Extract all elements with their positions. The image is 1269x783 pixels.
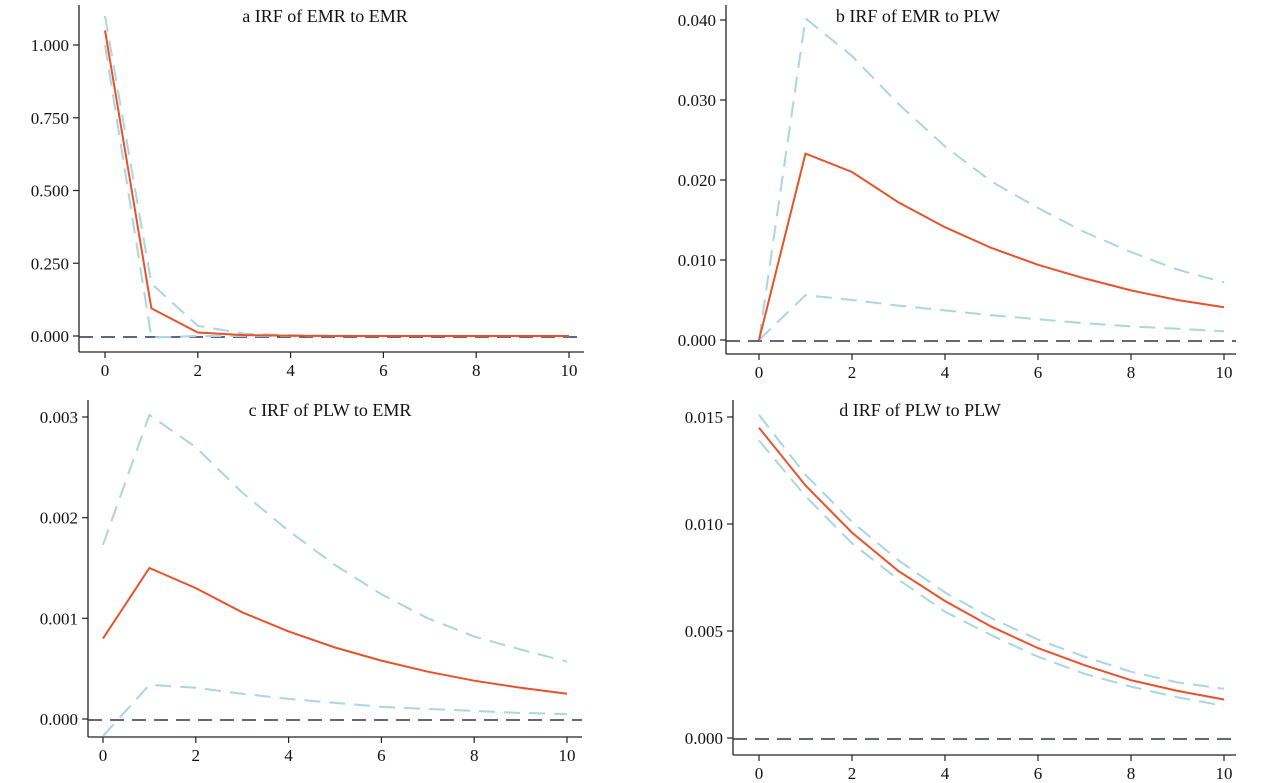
x-tick-label: 10 xyxy=(561,361,578,380)
x-tick-label: 4 xyxy=(941,764,950,783)
x-tick-label: 0 xyxy=(755,363,764,382)
y-tick-label: 0.000 xyxy=(685,729,723,748)
x-tick-label: 4 xyxy=(941,363,950,382)
x-tick-label: 0 xyxy=(755,764,764,783)
panel-title: c IRF of PLW to EMR xyxy=(249,400,412,420)
panel-a: 0.000 0.250 0.500 0.750 1.000 0 2 4 6 8 10 a IRF of… xyxy=(31,5,584,380)
x-tick-label: 8 xyxy=(470,746,479,765)
irf-line xyxy=(104,30,569,337)
ci-lower-line xyxy=(104,44,569,339)
x-tick-label: 0 xyxy=(99,746,108,765)
x-tick-label: 8 xyxy=(1127,363,1136,382)
y-tick-label: 0.000 xyxy=(40,710,78,729)
y-tick-label: 0.002 xyxy=(40,509,78,528)
ci-upper-line xyxy=(104,15,569,337)
x-tick-label: 6 xyxy=(379,361,388,380)
y-tick-label: 0.040 xyxy=(678,11,716,30)
x-tick-label: 8 xyxy=(472,361,481,380)
ci-lower-line xyxy=(102,683,568,737)
y-tick-label: 0.010 xyxy=(685,515,723,534)
ci-upper-line xyxy=(758,16,1225,341)
ci-lower-line xyxy=(758,294,1225,341)
y-tick-label: 0.030 xyxy=(678,91,716,110)
y-tick-label: 0.003 xyxy=(40,408,78,427)
irf-line xyxy=(758,427,1225,701)
x-tick-label: 2 xyxy=(848,764,857,783)
x-tick-label: 2 xyxy=(194,361,203,380)
x-tick-label: 6 xyxy=(377,746,386,765)
panel-title: b IRF of EMR to PLW xyxy=(836,6,1000,26)
x-tick-label: 2 xyxy=(848,363,857,382)
irf-line xyxy=(758,152,1225,341)
x-tick-label: 6 xyxy=(1034,363,1043,382)
ci-lower-line xyxy=(758,439,1225,707)
x-tick-label: 4 xyxy=(286,361,295,380)
x-tick-label: 6 xyxy=(1034,764,1043,783)
ci-upper-line xyxy=(758,414,1225,690)
x-tick-label: 10 xyxy=(1216,764,1233,783)
x-tick-label: 10 xyxy=(1216,363,1233,382)
panel-title: d IRF of PLW to PLW xyxy=(839,400,1001,420)
ci-upper-line xyxy=(102,413,568,663)
y-tick-label: 0.015 xyxy=(685,408,723,427)
y-tick-label: 0.500 xyxy=(31,182,69,201)
panel-c: 0.000 0.001 0.002 0.003 0 2 4 6 8 10 c IRF of PLW … xyxy=(40,400,582,765)
y-tick-label: 0.020 xyxy=(678,171,716,190)
x-tick-label: 4 xyxy=(284,746,293,765)
y-tick-label: 0.005 xyxy=(685,622,723,641)
y-tick-label: 0.000 xyxy=(31,327,69,346)
y-tick-label: 0.001 xyxy=(40,609,78,628)
y-tick-label: 0.000 xyxy=(678,331,716,350)
panel-d: 0.000 0.005 0.010 0.015 0 2 4 6 8 10 d IRF of PLW … xyxy=(685,400,1236,783)
x-tick-label: 10 xyxy=(559,746,576,765)
y-tick-label: 1.000 xyxy=(31,36,69,55)
x-tick-label: 0 xyxy=(101,361,110,380)
y-tick-label: 0.250 xyxy=(31,254,69,273)
panel-b: 0.000 0.010 0.020 0.030 0.040 0 2 4 6 8 10 b IRF of… xyxy=(678,5,1236,382)
irf-line xyxy=(102,566,568,695)
x-tick-label: 8 xyxy=(1127,764,1136,783)
panel-title: a IRF of EMR to EMR xyxy=(242,6,408,26)
y-tick-label: 0.010 xyxy=(678,251,716,270)
x-tick-label: 2 xyxy=(192,746,201,765)
y-tick-label: 0.750 xyxy=(31,109,69,128)
